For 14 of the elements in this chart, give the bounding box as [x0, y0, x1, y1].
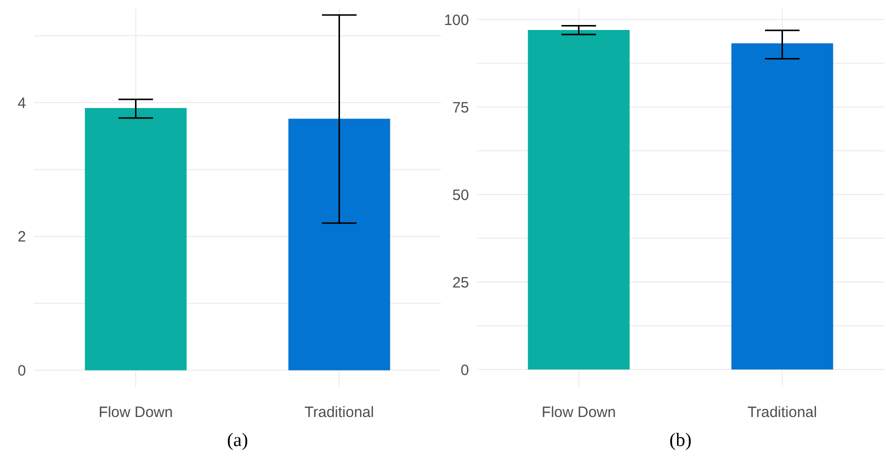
y-tick-label: 75 — [452, 99, 469, 116]
x-tick-label: Flow Down — [98, 404, 173, 421]
y-tick-label: 100 — [444, 12, 469, 29]
x-tick-label: Flow Down — [542, 404, 616, 421]
text: (a) — [226, 430, 248, 451]
text: (b) — [669, 430, 692, 451]
y-tick-label: 4 — [18, 94, 26, 112]
y-tick-label: 25 — [452, 274, 469, 292]
x-tick-label: Traditional — [304, 404, 374, 421]
x-tick-label: Traditional — [748, 404, 817, 421]
y-tick-label: 0 — [460, 362, 469, 379]
y-tick-label: 0 — [18, 362, 26, 380]
y-tick-label: 2 — [18, 228, 26, 246]
y-tick-label: 50 — [452, 186, 469, 204]
